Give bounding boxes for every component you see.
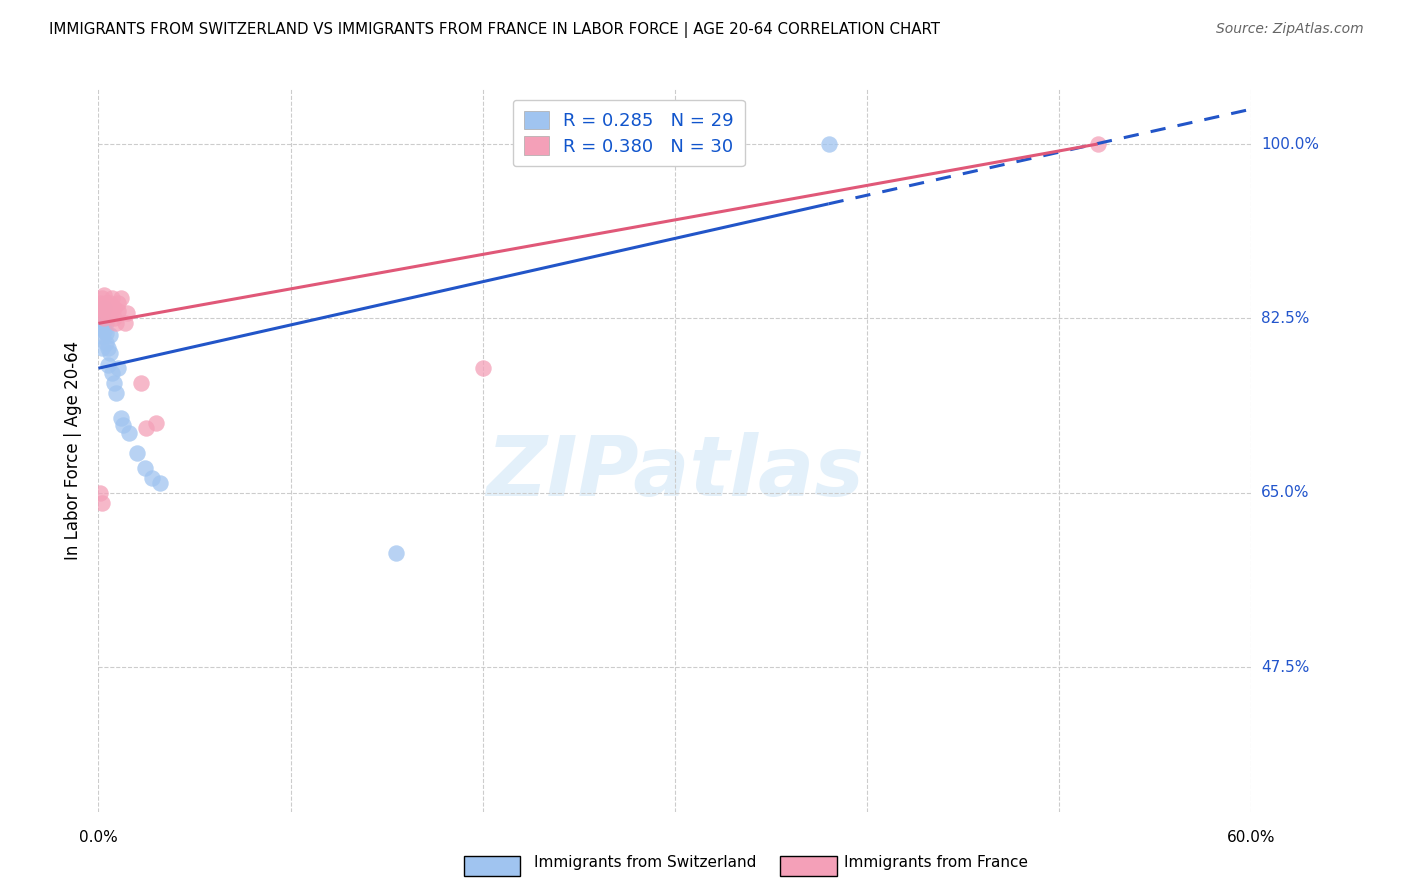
Point xyxy=(97,309,120,323)
Point xyxy=(104,386,127,401)
Point xyxy=(94,317,117,331)
Point xyxy=(118,425,141,440)
Point xyxy=(817,136,839,151)
Text: 82.5%: 82.5% xyxy=(1261,311,1309,326)
Text: 60.0%: 60.0% xyxy=(1227,830,1275,845)
Point xyxy=(103,301,125,316)
Point xyxy=(91,292,114,306)
Point xyxy=(107,296,129,310)
Point xyxy=(149,475,172,490)
Point xyxy=(93,324,115,338)
Point xyxy=(94,326,117,341)
Point xyxy=(98,296,121,310)
Point xyxy=(110,292,132,306)
Point xyxy=(91,341,114,355)
Point xyxy=(145,416,167,430)
Point xyxy=(107,304,129,318)
Legend: R = 0.285   N = 29, R = 0.380   N = 30: R = 0.285 N = 29, R = 0.380 N = 30 xyxy=(513,100,745,166)
Point xyxy=(89,301,111,316)
Point xyxy=(89,317,111,331)
Point xyxy=(104,317,127,331)
Point xyxy=(135,421,157,435)
Point xyxy=(89,321,111,335)
Text: Source: ZipAtlas.com: Source: ZipAtlas.com xyxy=(1216,22,1364,37)
Point xyxy=(97,301,120,316)
Point xyxy=(89,485,111,500)
Point xyxy=(129,376,152,391)
Point xyxy=(1087,136,1109,151)
Point xyxy=(98,306,121,320)
Point xyxy=(94,336,117,351)
Point xyxy=(91,309,114,323)
Point xyxy=(110,411,132,425)
Point xyxy=(93,288,115,302)
Point xyxy=(89,296,111,310)
Point xyxy=(91,309,114,323)
Point xyxy=(94,296,117,310)
Point xyxy=(471,361,494,376)
Point xyxy=(141,471,163,485)
Text: 100.0%: 100.0% xyxy=(1261,136,1319,152)
Text: Immigrants from France: Immigrants from France xyxy=(844,855,1028,870)
Text: Immigrants from Switzerland: Immigrants from Switzerland xyxy=(534,855,756,870)
Point xyxy=(114,317,136,331)
Text: ZIPatlas: ZIPatlas xyxy=(486,432,863,513)
Point xyxy=(97,341,120,355)
Point xyxy=(93,304,115,318)
Point xyxy=(117,306,139,320)
Text: 0.0%: 0.0% xyxy=(79,830,118,845)
Point xyxy=(91,329,114,343)
Point xyxy=(107,361,129,376)
Text: 47.5%: 47.5% xyxy=(1261,660,1309,674)
Point xyxy=(125,446,148,460)
Point xyxy=(101,292,124,306)
Point xyxy=(89,306,111,320)
Y-axis label: In Labor Force | Age 20-64: In Labor Force | Age 20-64 xyxy=(65,341,83,560)
Point xyxy=(93,311,115,326)
Point xyxy=(112,418,135,433)
Point xyxy=(98,346,121,360)
Point xyxy=(385,546,408,560)
Point xyxy=(103,376,125,391)
Text: IMMIGRANTS FROM SWITZERLAND VS IMMIGRANTS FROM FRANCE IN LABOR FORCE | AGE 20-64: IMMIGRANTS FROM SWITZERLAND VS IMMIGRANT… xyxy=(49,22,941,38)
Point xyxy=(98,328,121,343)
Point xyxy=(134,461,156,475)
Point xyxy=(94,298,117,312)
Point xyxy=(101,366,124,380)
Text: 65.0%: 65.0% xyxy=(1261,485,1309,500)
Point xyxy=(101,301,124,316)
Point xyxy=(93,317,115,331)
Point xyxy=(97,358,120,372)
Point xyxy=(93,301,115,316)
Point xyxy=(91,496,114,510)
Point xyxy=(103,311,125,326)
